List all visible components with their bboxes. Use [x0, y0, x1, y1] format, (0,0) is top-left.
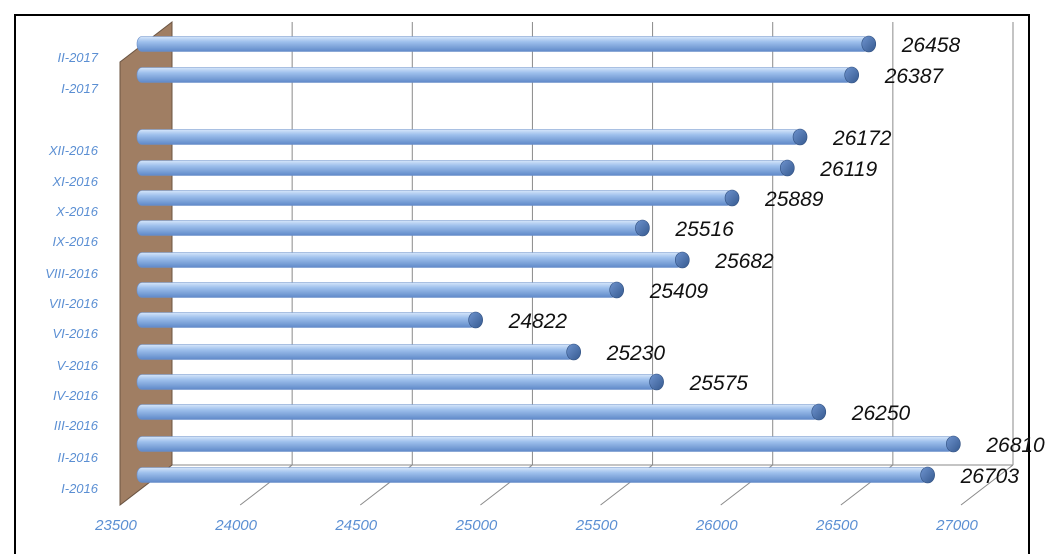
- category-label: IX-2016: [52, 234, 98, 249]
- bar-cap: [649, 373, 664, 391]
- bar-cap: [792, 128, 808, 146]
- bar-cap: [675, 251, 690, 269]
- bar-cap: [920, 466, 935, 484]
- bar: [136, 129, 801, 145]
- category-label: VIII-2016: [45, 266, 99, 281]
- data-label: 26458: [901, 34, 961, 57]
- data-label: 26119: [819, 158, 877, 181]
- category-label: III-2016: [54, 418, 99, 433]
- category-label: XI-2016: [51, 174, 98, 189]
- bar: [136, 67, 853, 83]
- bar-cap: [724, 189, 740, 207]
- data-label: 26387: [884, 65, 945, 88]
- bar-cap: [468, 311, 483, 329]
- bar-cap: [566, 343, 581, 361]
- bar: [136, 252, 683, 268]
- data-label: 25889: [764, 188, 824, 211]
- bar: [136, 404, 820, 420]
- bar: [136, 160, 788, 176]
- category-label: I-2017: [61, 81, 99, 96]
- data-label: 26172: [832, 127, 892, 150]
- bar: [136, 282, 618, 298]
- bar: [136, 374, 657, 390]
- x-tick-label: 26500: [815, 517, 858, 534]
- x-tick-label: 26000: [695, 517, 738, 534]
- data-label: 25575: [689, 372, 749, 395]
- category-label: XII-2016: [48, 143, 99, 158]
- category-label: IV-2016: [53, 388, 99, 403]
- category-label: I-2016: [61, 481, 99, 496]
- bar-cap: [861, 35, 877, 53]
- bars: [136, 35, 961, 484]
- bar-cap: [609, 281, 625, 299]
- gridline-floor: [960, 464, 1014, 506]
- x-tick-label: 24000: [214, 517, 257, 534]
- bar-cap: [635, 219, 650, 237]
- bar-cap: [946, 435, 961, 453]
- category-label: V-2016: [57, 358, 99, 373]
- data-label: 25409: [649, 280, 709, 303]
- bar: [136, 344, 574, 360]
- bar-cap: [811, 403, 827, 421]
- category-labels: I-2016 II-2016 III-2016 IV-2016 V-2016 VI-201…: [45, 50, 99, 496]
- category-label: X-2016: [55, 204, 99, 219]
- data-labels: 26703 26810 26250 25575 25230 24822 2540925682…: [508, 34, 1045, 488]
- category-label: II-2016: [58, 450, 99, 465]
- bar: [136, 36, 870, 52]
- category-label: II-2017: [58, 50, 99, 65]
- x-tick-labels: 23500 24000 24500 25000 25500 26000 26500 27000: [94, 517, 978, 534]
- data-label: 26703: [960, 465, 1020, 488]
- data-label: 25230: [606, 342, 666, 365]
- x-tick-label: 23500: [94, 517, 137, 534]
- data-label: 24822: [508, 310, 568, 333]
- bar: [136, 190, 733, 206]
- bar: [136, 467, 928, 483]
- x-tick-label: 25000: [455, 517, 498, 534]
- bar: [136, 312, 476, 328]
- data-label: 26250: [851, 402, 911, 425]
- data-label: 25516: [674, 218, 734, 241]
- grid-lines: [119, 22, 1014, 506]
- bar-cap: [844, 66, 860, 84]
- data-label: 26810: [985, 434, 1045, 457]
- x-tick-label: 25500: [575, 517, 618, 534]
- category-label: VI-2016: [52, 326, 98, 341]
- bar: [136, 436, 954, 452]
- chart-frame: [14, 14, 1030, 554]
- x-tick-label: 24500: [334, 517, 377, 534]
- data-label: 25682: [714, 250, 774, 273]
- bar: [136, 220, 643, 236]
- x-tick-label: 27000: [935, 517, 978, 534]
- category-label: VII-2016: [49, 296, 99, 311]
- bar-cap: [780, 159, 795, 177]
